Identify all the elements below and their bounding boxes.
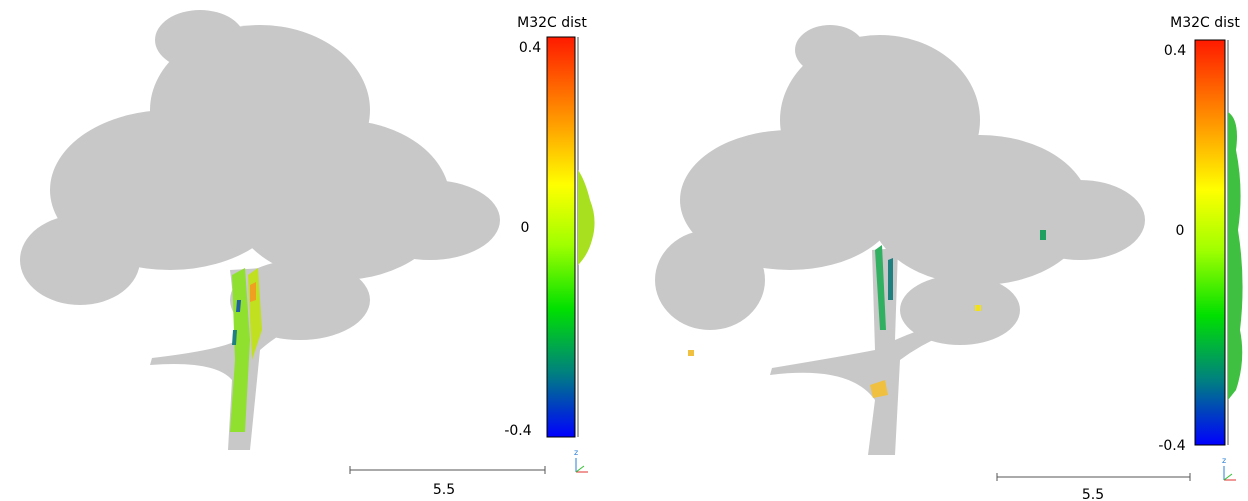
- tree-left: [20, 10, 500, 450]
- colorbar-tick: 0: [521, 220, 530, 236]
- scale-bar-label: 5.5: [433, 482, 455, 498]
- colorbar-tick: -0.4: [504, 423, 531, 439]
- axis-triad: z: [1222, 456, 1236, 481]
- tree-right: [655, 25, 1145, 455]
- trunk-coloring-left: [230, 268, 262, 432]
- scale-bar-label: 5.5: [1082, 487, 1104, 501]
- trunk-coloring-right: [688, 230, 1046, 398]
- axis-label: z: [1222, 456, 1226, 465]
- colorbar: [546, 36, 576, 438]
- colorbar-tick: -0.4: [1158, 438, 1185, 454]
- axis-label: z: [574, 448, 578, 457]
- colorbar-title: M32C dist: [517, 15, 587, 31]
- colorbar: [1194, 39, 1226, 446]
- colorbar-title: M32C dist: [1170, 15, 1240, 31]
- histogram: [1228, 112, 1243, 400]
- axis-triad: z: [574, 448, 588, 473]
- colorbar-tick: 0.4: [1164, 43, 1186, 59]
- histogram: [578, 170, 595, 265]
- colorbar-tick: 0: [1176, 223, 1185, 239]
- colorbar-tick: 0.4: [519, 40, 541, 56]
